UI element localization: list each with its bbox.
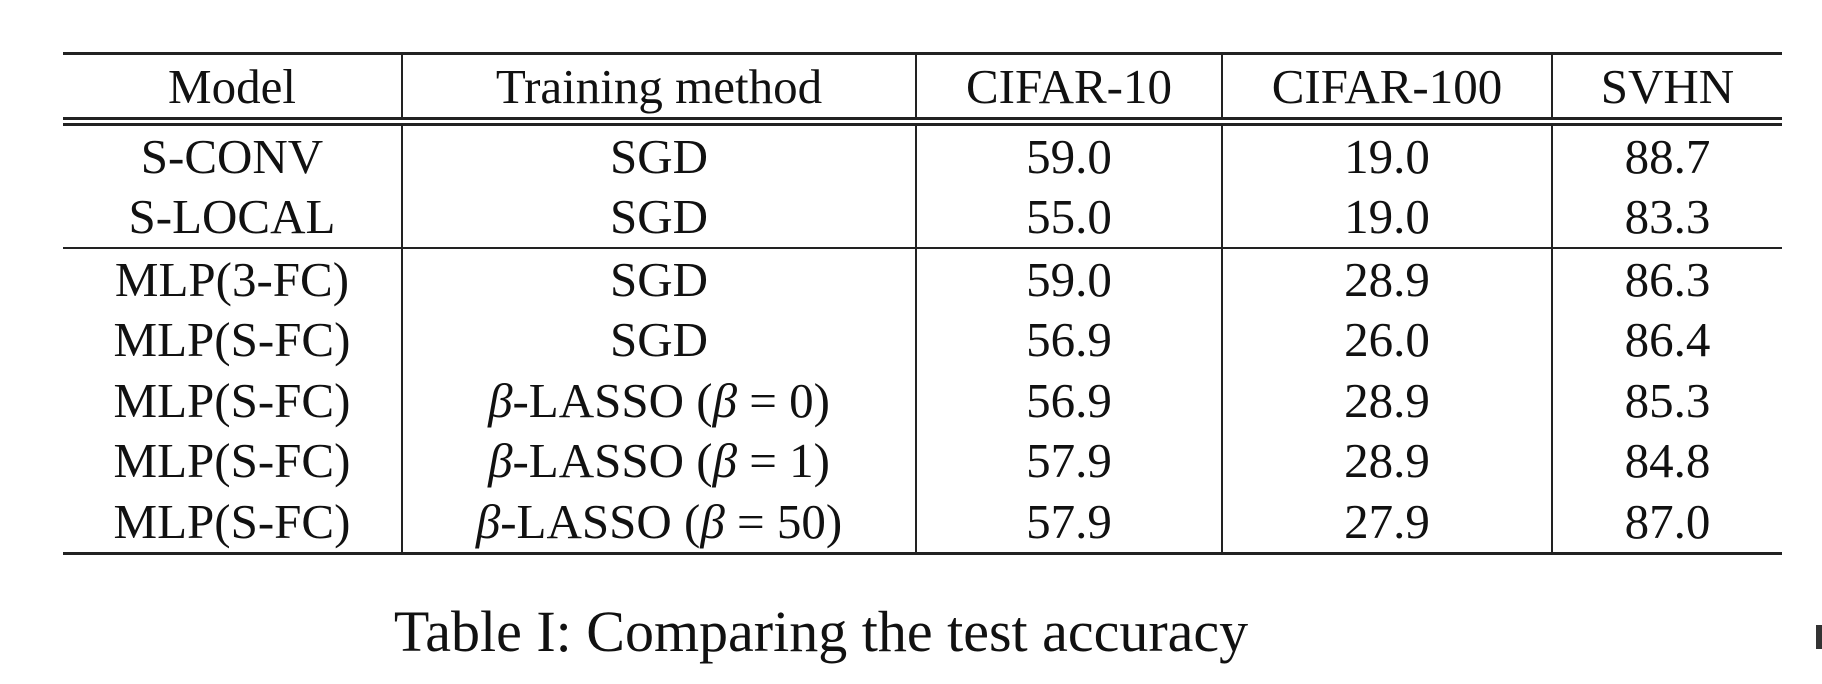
method-value: = 1): [736, 433, 830, 489]
header-cifar100: CIFAR-100: [1222, 52, 1553, 126]
table-row: S-LOCAL SGD 55.0 19.0 83.3: [63, 186, 1782, 248]
header-cifar10: CIFAR-10: [916, 52, 1223, 126]
table-row: S-CONV SGD 59.0 19.0 88.7: [63, 121, 1782, 187]
cell-svhn: 86.4: [1624, 312, 1711, 368]
cell-cifar100: 28.9: [1222, 247, 1553, 310]
cell-model: MLP(S-FC): [63, 430, 403, 491]
cell-method: SGD: [402, 186, 917, 248]
cell-model: MLP(S-FC): [63, 309, 403, 370]
beta-symbol: β: [712, 372, 737, 428]
table-row: MLP(S-FC) SGD 56.9 26.0 86.4: [63, 309, 1782, 370]
cell-cifar10: 57.9: [916, 430, 1223, 491]
header-training-method: Training method: [402, 52, 917, 126]
cell-svhn: 87.0: [1552, 491, 1782, 555]
cell-svhn: 85.3: [1624, 372, 1711, 428]
method-value: = 0): [736, 372, 830, 428]
method-text: -LASSO (: [512, 372, 713, 428]
cell-cifar10: 57.9: [916, 491, 1223, 555]
cell-model: MLP(S-FC): [63, 370, 403, 431]
results-table: Model Training method CIFAR-10 CIFAR-100…: [63, 52, 1782, 555]
method-text: -LASSO (: [500, 493, 701, 549]
table-row: MLP(S-FC) β-LASSO (β = 50) 57.9 27.9 87.…: [63, 491, 1782, 555]
table-header-row: Model Training method CIFAR-10 CIFAR-100…: [63, 52, 1782, 126]
method-value: = 50): [724, 493, 843, 549]
cell-method: SGD: [402, 247, 917, 310]
cell-cifar100: 28.9: [1222, 430, 1553, 491]
cell-cifar10: 59.0: [916, 121, 1223, 187]
cell-svhn: 83.3: [1624, 189, 1711, 245]
cell-method: β-LASSO (β = 0): [402, 370, 917, 431]
cell-cifar100: 19.0: [1222, 186, 1553, 248]
cell-cifar10: 56.9: [916, 370, 1223, 431]
cell-cifar10: 56.9: [916, 309, 1223, 370]
header-svhn: SVHN: [1552, 52, 1782, 126]
beta-symbol: β: [475, 493, 501, 549]
cell-method: β-LASSO (β = 1): [402, 430, 917, 491]
cell-model: MLP(3-FC): [63, 247, 403, 310]
table-row: MLP(S-FC) β-LASSO (β = 1) 57.9 28.9 84.8: [63, 430, 1782, 491]
beta-symbol: β: [700, 493, 725, 549]
cell-cifar100: 28.9: [1222, 370, 1553, 431]
cell-svhn: 84.8: [1624, 433, 1711, 489]
cell-cifar100: 19.0: [1222, 121, 1553, 187]
cell-method: SGD: [402, 121, 917, 187]
cell-method: β-LASSO (β = 50): [402, 491, 917, 555]
beta-symbol: β: [488, 372, 513, 428]
method-text: -LASSO (: [512, 433, 713, 489]
header-model: Model: [63, 52, 403, 126]
cell-model: S-LOCAL: [63, 186, 403, 248]
cell-cifar10: 59.0: [916, 247, 1223, 310]
beta-symbol: β: [712, 433, 737, 489]
cell-svhn: 88.7: [1624, 128, 1711, 184]
cell-model: S-CONV: [63, 121, 403, 187]
beta-symbol: β: [488, 433, 513, 489]
cell-method: SGD: [402, 309, 917, 370]
cell-cifar100: 27.9: [1222, 491, 1553, 555]
table-row: MLP(S-FC) β-LASSO (β = 0) 56.9 28.9 85.3: [63, 370, 1782, 431]
cell-model: MLP(S-FC): [63, 491, 403, 555]
page-edge-mark: [1816, 625, 1822, 649]
table-row: MLP(3-FC) SGD 59.0 28.9 86.3: [63, 247, 1782, 310]
cell-svhn: 86.3: [1552, 247, 1782, 310]
cell-cifar10: 55.0: [916, 186, 1223, 248]
cell-cifar100: 26.0: [1222, 309, 1553, 370]
table-caption: Table I: Comparing the test accuracy: [393, 599, 1249, 664]
results-table-container: Model Training method CIFAR-10 CIFAR-100…: [63, 52, 1782, 555]
